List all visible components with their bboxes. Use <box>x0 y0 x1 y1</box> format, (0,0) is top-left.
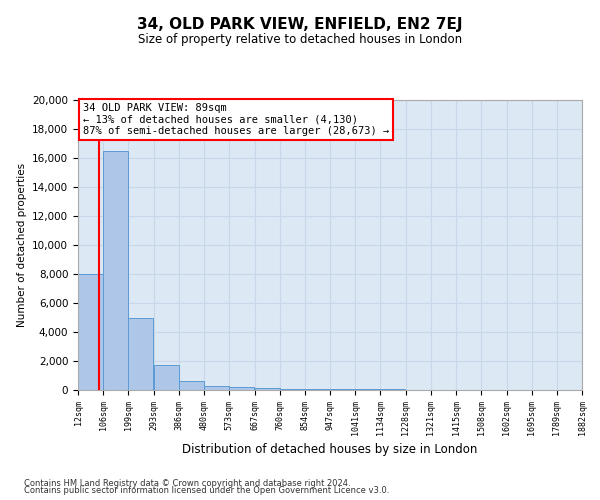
Text: Size of property relative to detached houses in London: Size of property relative to detached ho… <box>138 32 462 46</box>
Bar <box>330 389 355 390</box>
Text: Contains public sector information licensed under the Open Government Licence v3: Contains public sector information licen… <box>24 486 389 495</box>
Bar <box>280 388 305 390</box>
Bar <box>103 151 128 390</box>
Bar <box>229 387 254 390</box>
Bar <box>128 318 154 390</box>
Y-axis label: Number of detached properties: Number of detached properties <box>17 163 26 327</box>
Bar <box>305 389 330 390</box>
Bar <box>154 366 179 390</box>
Bar <box>204 386 229 390</box>
X-axis label: Distribution of detached houses by size in London: Distribution of detached houses by size … <box>182 443 478 456</box>
Bar <box>78 274 103 390</box>
Bar <box>254 388 280 390</box>
Bar <box>179 382 204 390</box>
Text: Contains HM Land Registry data © Crown copyright and database right 2024.: Contains HM Land Registry data © Crown c… <box>24 478 350 488</box>
Text: 34, OLD PARK VIEW, ENFIELD, EN2 7EJ: 34, OLD PARK VIEW, ENFIELD, EN2 7EJ <box>137 18 463 32</box>
Text: 34 OLD PARK VIEW: 89sqm
← 13% of detached houses are smaller (4,130)
87% of semi: 34 OLD PARK VIEW: 89sqm ← 13% of detache… <box>83 103 389 136</box>
